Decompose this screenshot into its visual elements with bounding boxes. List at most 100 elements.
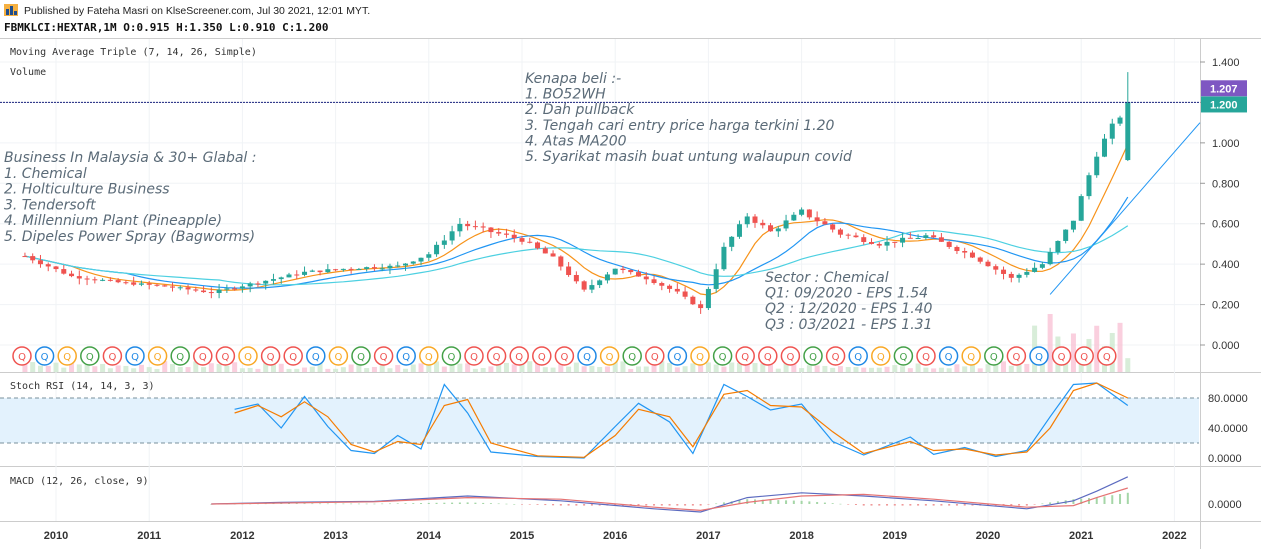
quarter-marker: Q [1051, 346, 1072, 366]
macd-hist-bar [311, 503, 314, 505]
volume-bar [783, 362, 789, 372]
macd-hist-bar [987, 504, 989, 506]
macd-hist-bar [334, 503, 337, 505]
volume-bar [511, 364, 517, 372]
candle-body [138, 283, 144, 285]
macd-hist-bar [451, 502, 454, 504]
quarter-marker: Q [283, 346, 303, 366]
quarter-marker-label: Q [786, 352, 794, 363]
candle-body [768, 225, 774, 232]
volume-bars [22, 314, 1131, 372]
volume-bar [628, 368, 634, 372]
macd-signal-line [211, 487, 1128, 512]
candle [472, 220, 478, 230]
macd-hist-bar [645, 504, 648, 506]
volume-bar [1094, 325, 1100, 372]
candle [923, 233, 929, 240]
quarter-marker: Q [1029, 346, 1049, 366]
volume-bar [488, 366, 494, 372]
candle-body [239, 286, 245, 289]
candle [434, 241, 440, 257]
volume-bar [403, 368, 408, 372]
macd-hist-bar [1025, 504, 1028, 506]
macd-hist-bar [396, 503, 399, 504]
quarter-marker-circle [825, 346, 846, 366]
ma-26-line [24, 225, 1129, 286]
macd-hist-bar [746, 499, 749, 504]
volume-bar [154, 368, 160, 372]
candle-body [270, 279, 276, 281]
candle-body [698, 304, 704, 309]
quarter-marker-label: Q [764, 352, 772, 363]
annotation-sector-line: Q2 : 12/2020 - EPS 1.40 [765, 301, 933, 317]
volume-bar [294, 368, 300, 372]
volume-bar [853, 367, 859, 372]
annotation-sector-line: Q3 : 03/2021 - EPS 1.31 [765, 317, 932, 333]
candle [325, 264, 331, 274]
annotation-reason-line: 3. Tengah cari entry price harga terkini… [525, 118, 834, 134]
quarter-marker: Q [306, 346, 326, 366]
candle-body [45, 264, 51, 267]
quarter-marker: Q [486, 346, 507, 366]
macd-hist-bar [1072, 499, 1075, 504]
candle-body [465, 223, 471, 227]
quarter-marker-circle [712, 346, 733, 366]
quarter-marker-label: Q [357, 352, 365, 363]
macd-hist-bar [660, 504, 663, 506]
candle [263, 280, 269, 290]
quarter-marker: Q [419, 346, 439, 366]
macd-hist-bar [901, 504, 904, 506]
candle [791, 212, 797, 221]
volume-bar [760, 363, 766, 372]
candle [1102, 134, 1107, 158]
candle-body [674, 288, 680, 292]
stoch-d-line [234, 382, 1129, 458]
time-tick-label: 2017 [696, 530, 720, 542]
macd-label: MACD (12, 26, close, 9) [10, 476, 148, 487]
quarter-marker-circle [984, 346, 1004, 366]
candle [115, 278, 121, 284]
candle-body [1078, 196, 1084, 221]
annotation-business-line: 4. Millennium Plant (Pineapple) [4, 213, 222, 229]
candle [907, 232, 913, 239]
candle [604, 272, 610, 284]
candle-body [472, 226, 478, 228]
candle-body [294, 274, 300, 276]
candle [566, 262, 572, 277]
macd-hist-bar [497, 503, 500, 505]
candle-body [985, 261, 991, 267]
volume-bar [107, 368, 113, 372]
macd-hist-bar [559, 504, 562, 506]
candle-body [418, 257, 424, 262]
macd-hist-bar [458, 502, 461, 504]
candle [193, 286, 199, 293]
candle-body [1039, 264, 1045, 268]
candle-body [216, 289, 222, 293]
macd-hist-bar [474, 502, 477, 504]
macd-hist-bar [381, 503, 384, 505]
candle-body [123, 282, 129, 284]
volume-bar [659, 361, 665, 372]
quarter-marker: Q [147, 346, 168, 366]
quarter-marker-label: Q [131, 352, 139, 363]
macd-hist-bar [350, 503, 353, 505]
candle [900, 232, 906, 248]
volume-bar [239, 368, 245, 372]
stoch-tick-label: 80.0000 [1208, 393, 1248, 405]
candle [146, 280, 152, 290]
macd-hist-bar [761, 499, 764, 504]
stoch-band [0, 398, 1199, 443]
annotation-business: Business In Malaysia & 30+ Glabal :1. Ch… [4, 150, 256, 245]
quarter-marker-label: Q [199, 352, 207, 363]
candle [247, 281, 253, 293]
volume-bar [674, 367, 680, 372]
volume-bar [309, 366, 315, 372]
annotation-reason-line: 1. BO52WH [525, 87, 606, 103]
quarter-marker-label: Q [583, 352, 591, 363]
volume-bar [371, 366, 377, 372]
quarter-marker: Q [1074, 346, 1094, 366]
volume-bar [480, 367, 486, 372]
candle [201, 286, 207, 293]
quarter-marker-circle [848, 346, 868, 366]
annotation-business-line: 1. Chemical [4, 166, 87, 182]
